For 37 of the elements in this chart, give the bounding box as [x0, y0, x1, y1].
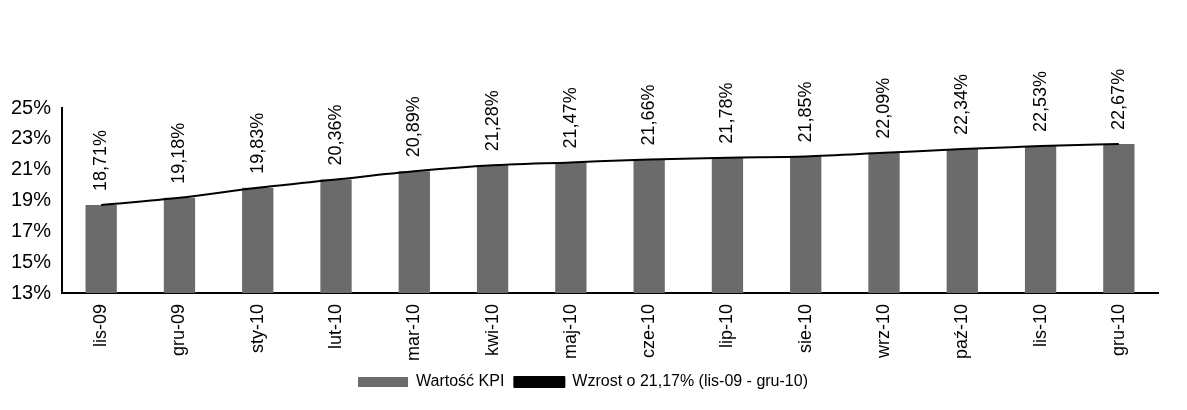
y-tick-label: 17%	[11, 218, 52, 241]
y-tick-label: 21%	[11, 157, 52, 180]
x-tick-label: cze-10	[638, 303, 659, 359]
x-tick-label: gru-09	[168, 303, 189, 357]
legend-label: Wzrost o 21,17% (lis-09 - gru-10)	[572, 372, 808, 390]
x-tick-label: lip-10	[716, 303, 737, 349]
y-tick-label: 13%	[11, 280, 52, 303]
data-label: 21,78%	[716, 82, 737, 144]
x-tick-label: wrz-10	[872, 303, 893, 359]
y-tick-label: 23%	[11, 126, 52, 149]
data-label: 21,66%	[638, 84, 659, 146]
data-label: 19,18%	[168, 122, 189, 184]
x-tick-label: mar-10	[403, 303, 424, 361]
x-tick-label: kwi-10	[481, 303, 502, 356]
data-label: 21,28%	[481, 90, 502, 152]
x-tick-label: gru-10	[1107, 303, 1128, 357]
data-label: 21,85%	[794, 81, 815, 143]
x-tick-label: lis-09	[90, 303, 111, 347]
data-label: 18,71%	[90, 129, 111, 191]
x-tick-label: lut-10	[324, 303, 345, 350]
data-label: 22,09%	[872, 77, 893, 139]
x-tick-label: sie-10	[794, 303, 815, 354]
x-tick-label: paź-10	[951, 303, 972, 360]
x-tick-label: maj-10	[559, 303, 580, 360]
data-label: 22,67%	[1107, 68, 1128, 130]
x-tick-label: sty-10	[246, 303, 267, 354]
x-tick-label: lis-10	[1029, 303, 1050, 347]
data-label: 22,34%	[951, 73, 972, 136]
data-label: 22,53%	[1029, 71, 1050, 133]
y-tick-label: 25%	[11, 95, 52, 118]
legend-label: Wartość KPI	[416, 372, 505, 390]
data-label: 20,36%	[324, 104, 345, 166]
data-label: 20,89%	[403, 96, 424, 158]
y-tick-label: 15%	[11, 249, 52, 272]
data-label: 21,47%	[559, 87, 580, 149]
y-tick-label: 19%	[11, 188, 52, 211]
data-label: 19,83%	[246, 112, 267, 174]
